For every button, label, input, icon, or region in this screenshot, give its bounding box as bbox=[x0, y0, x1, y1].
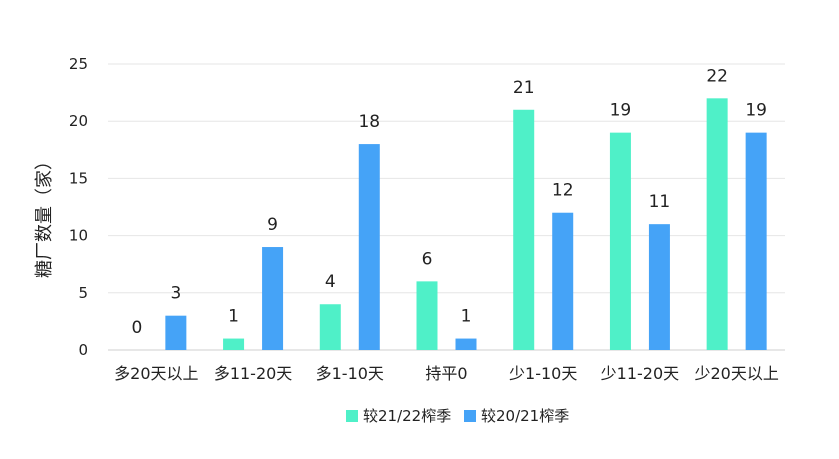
bar bbox=[706, 98, 728, 350]
x-tick-label: 少1-10天 bbox=[509, 364, 577, 383]
data-label: 9 bbox=[267, 215, 278, 235]
legend-swatch bbox=[464, 410, 476, 422]
data-label: 1 bbox=[228, 307, 239, 327]
data-label: 0 bbox=[131, 318, 142, 338]
y-axis-title: 糖厂数量（家） bbox=[34, 152, 55, 278]
bar bbox=[552, 212, 574, 350]
data-label: 18 bbox=[358, 112, 380, 132]
bar bbox=[609, 132, 631, 350]
y-tick-label: 10 bbox=[69, 227, 88, 245]
data-label: 22 bbox=[706, 66, 728, 86]
bar bbox=[745, 132, 767, 350]
x-tick-label: 少20天以上 bbox=[694, 364, 778, 383]
labels: 0510152025多20天以上03多11-20天19多1-10天418持平06… bbox=[69, 55, 779, 383]
y-tick-label: 15 bbox=[69, 169, 88, 187]
x-tick-label: 多11-20天 bbox=[214, 364, 293, 383]
legend-label: 较20/21榨季 bbox=[481, 407, 569, 425]
y-tick-label: 20 bbox=[69, 112, 88, 130]
x-tick-label: 持平0 bbox=[425, 364, 467, 383]
data-label: 21 bbox=[513, 78, 535, 98]
data-label: 11 bbox=[649, 192, 671, 212]
data-label: 6 bbox=[422, 249, 433, 269]
bar bbox=[165, 315, 187, 350]
bar bbox=[223, 338, 245, 350]
gridlines bbox=[108, 63, 785, 351]
bars bbox=[165, 98, 767, 350]
legend-label: 较21/22榨季 bbox=[363, 407, 451, 425]
data-label: 19 bbox=[745, 101, 767, 121]
bar bbox=[455, 338, 477, 350]
y-tick-label: 5 bbox=[78, 284, 88, 302]
legend-swatch bbox=[346, 410, 358, 422]
legend: 较21/22榨季 较20/21榨季 bbox=[346, 407, 569, 425]
x-tick-label: 多20天以上 bbox=[114, 364, 198, 383]
bar bbox=[262, 247, 284, 350]
y-tick-label: 0 bbox=[78, 341, 88, 359]
x-tick-label: 多1-10天 bbox=[316, 364, 384, 383]
bar bbox=[513, 109, 535, 350]
data-label: 3 bbox=[170, 284, 181, 304]
data-label: 19 bbox=[610, 101, 632, 121]
bar bbox=[319, 304, 341, 350]
bar bbox=[416, 281, 438, 350]
x-tick-label: 少11-20天 bbox=[601, 364, 680, 383]
y-tick-label: 25 bbox=[69, 55, 88, 73]
data-label: 4 bbox=[325, 272, 336, 292]
bar bbox=[358, 144, 380, 350]
data-label: 12 bbox=[552, 181, 574, 201]
data-label: 1 bbox=[461, 307, 472, 327]
bar bbox=[648, 224, 670, 350]
